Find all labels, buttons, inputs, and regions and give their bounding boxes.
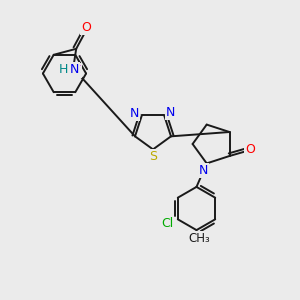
Text: S: S [150,150,158,164]
Text: N: N [70,63,80,76]
Text: O: O [245,143,255,157]
Text: O: O [81,21,91,34]
Text: N: N [166,106,175,119]
Text: N: N [130,107,139,120]
Text: H: H [59,63,68,76]
Text: Cl: Cl [161,217,173,230]
Text: N: N [198,164,208,176]
Text: CH₃: CH₃ [188,232,210,245]
Text: F: F [74,64,81,77]
